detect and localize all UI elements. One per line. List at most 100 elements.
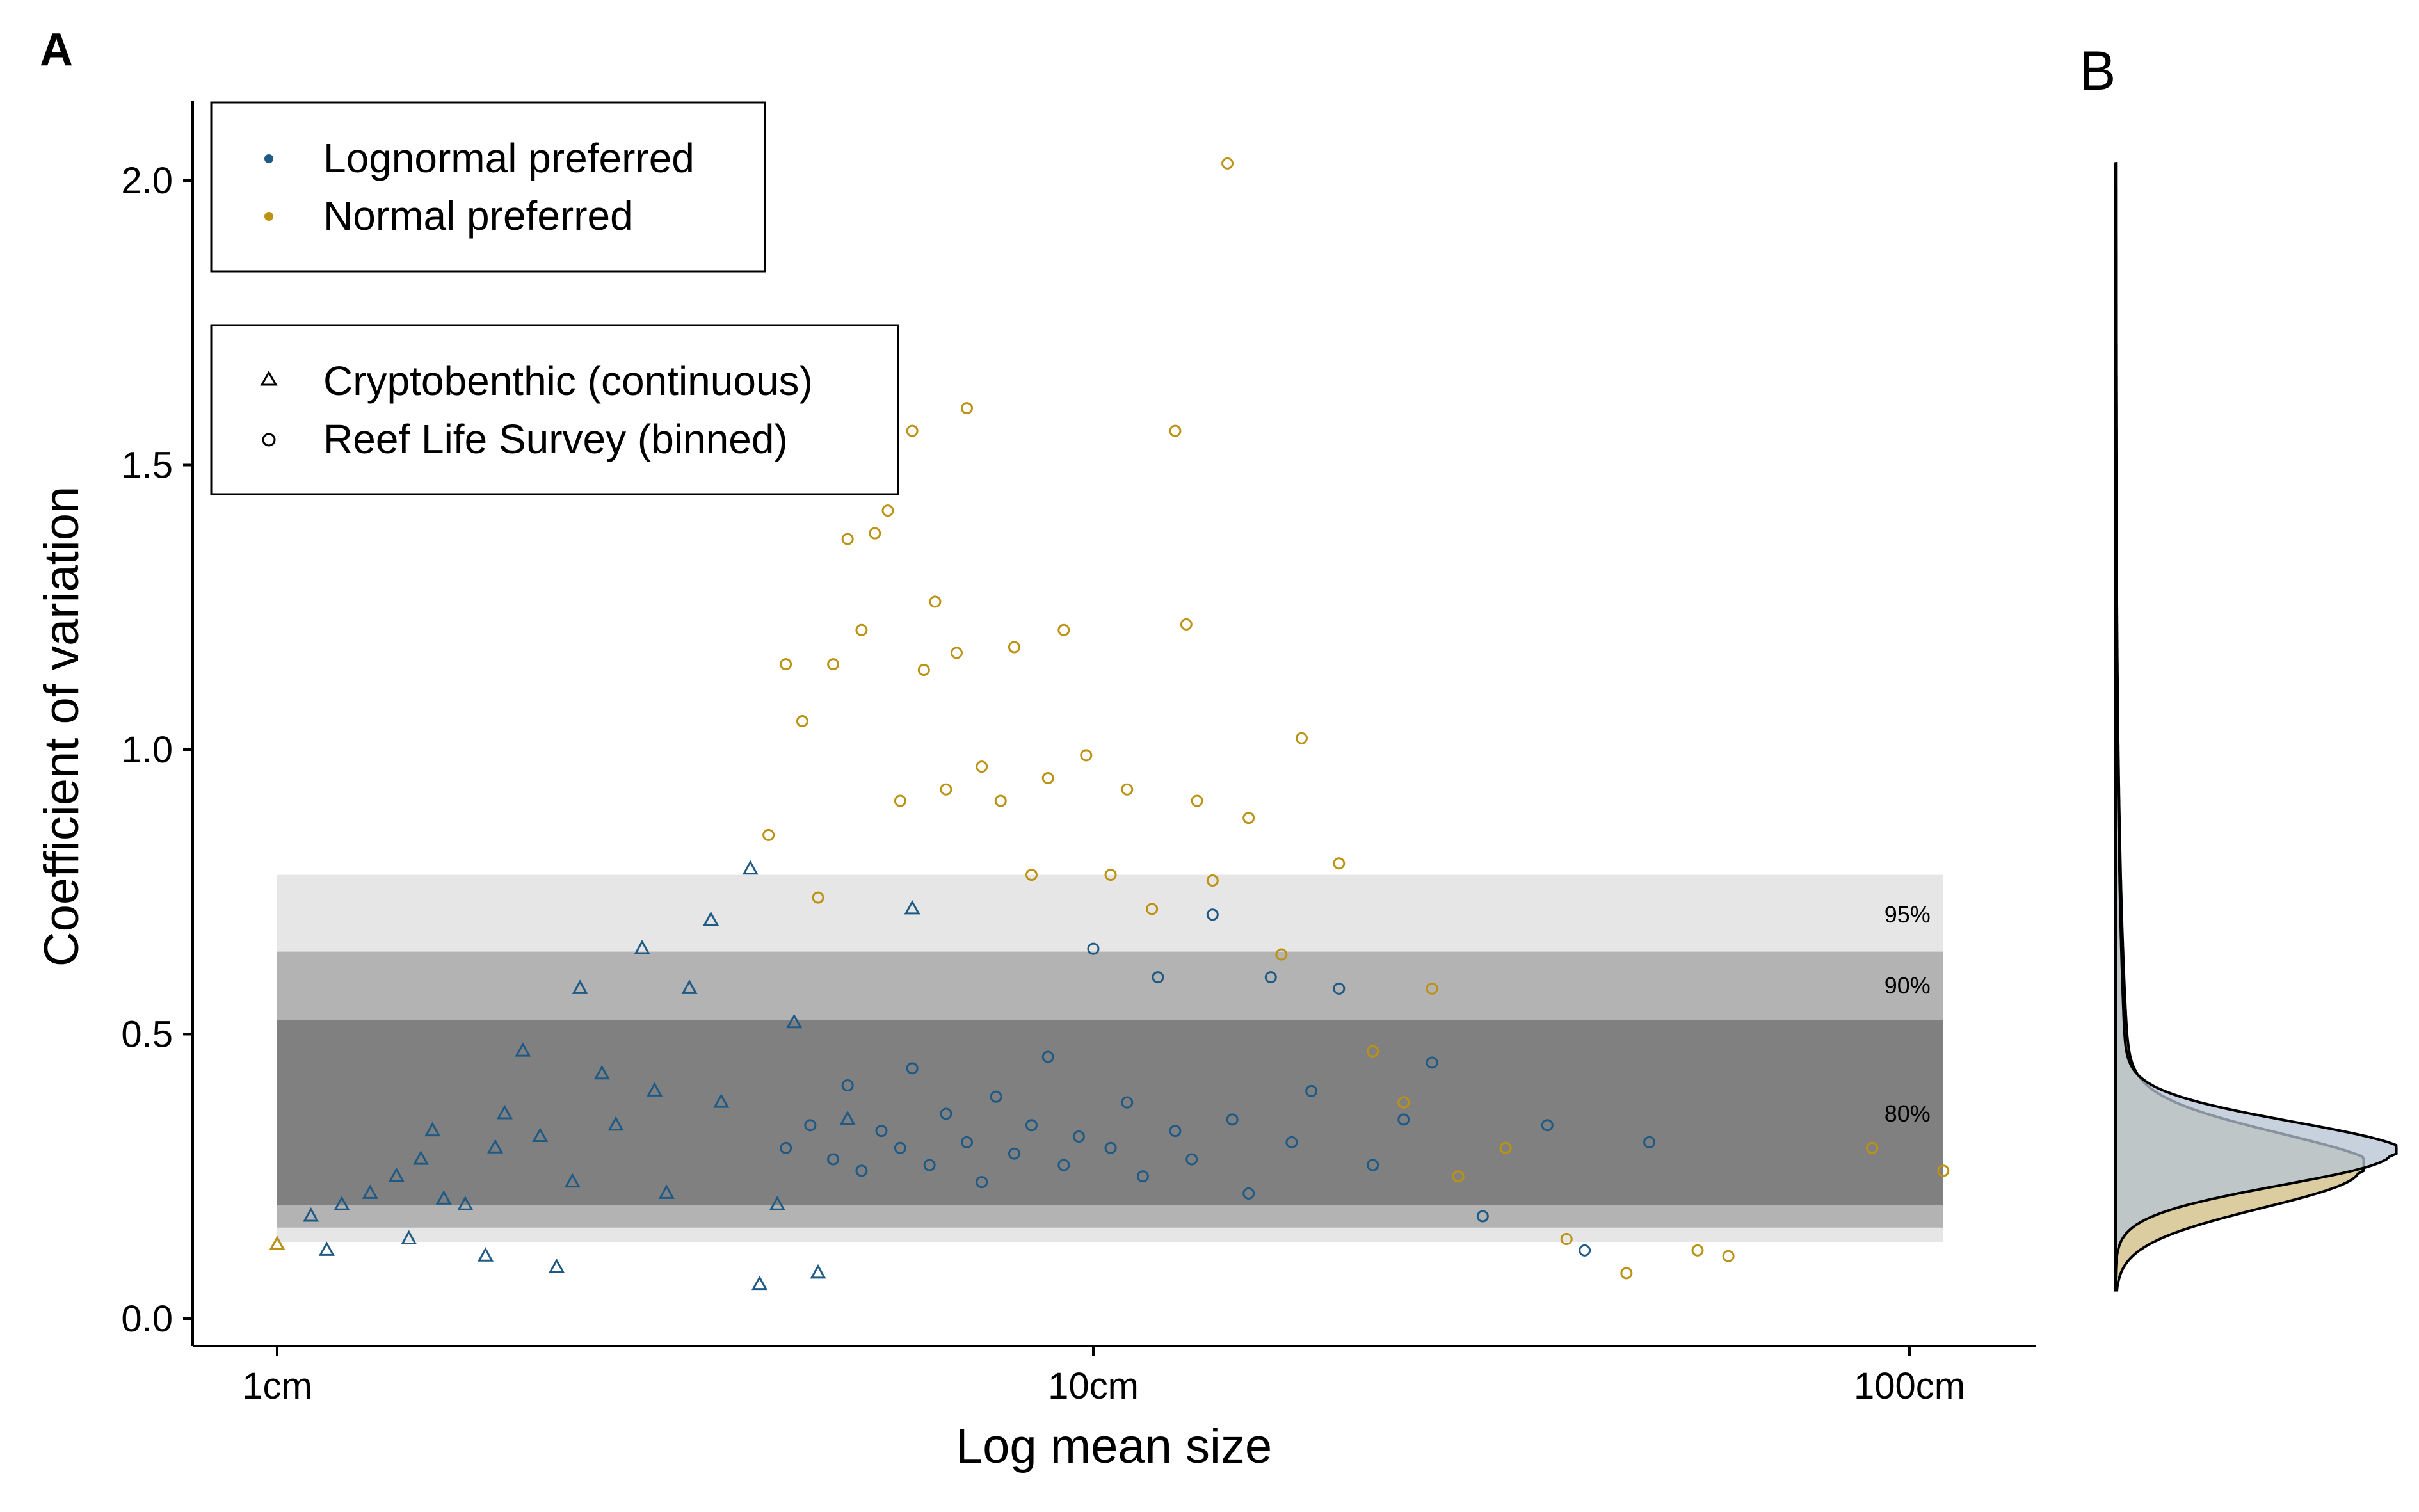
point-circle [1937, 1164, 1950, 1177]
point-circle [929, 595, 942, 608]
point-circle [1152, 971, 1164, 984]
point-triangle [681, 979, 698, 994]
point-triangle [593, 1065, 610, 1080]
legend-label-lognormal: Lognormal preferred [323, 135, 695, 181]
point-circle [780, 1141, 792, 1154]
point-circle [976, 1176, 988, 1189]
point-circle [1643, 1136, 1656, 1148]
point-circle [1620, 1267, 1633, 1280]
point-circle [906, 424, 919, 437]
point-circle [1041, 771, 1054, 784]
point-circle [994, 794, 1007, 807]
point-triangle [647, 1082, 663, 1097]
point-circle [1104, 869, 1117, 881]
point-circle [1206, 908, 1219, 921]
point-circle [1397, 1113, 1410, 1126]
point-circle [906, 1062, 919, 1075]
point-triangle [532, 1127, 549, 1143]
point-circle [1333, 982, 1346, 995]
point-circle [1305, 1084, 1318, 1097]
point-triangle [572, 979, 588, 994]
point-circle [1242, 812, 1255, 824]
point-circle [1866, 1141, 1879, 1154]
point-triangle [564, 1173, 581, 1188]
point-triangle [424, 1122, 441, 1137]
point-circle [1041, 1050, 1054, 1063]
point-triangle [334, 1196, 350, 1210]
point-circle [1080, 749, 1093, 762]
panel-label-a: A [40, 24, 73, 76]
y-tick-label: 0.5 [121, 1014, 173, 1056]
y-tick-label: 1.0 [121, 729, 173, 771]
point-circle [812, 891, 824, 904]
point-circle [1275, 948, 1288, 961]
point-triangle [769, 1196, 785, 1210]
point-circle [1221, 157, 1234, 170]
point-circle [1397, 1096, 1410, 1109]
legend-shape: Cryptobenthic (continuous) Reef Life Sur… [210, 324, 899, 495]
point-triangle [487, 1139, 504, 1154]
point-circle [1072, 1130, 1085, 1143]
point-circle [796, 715, 808, 728]
point-circle [1452, 1170, 1465, 1183]
point-triangle [269, 1235, 285, 1250]
point-triangle [703, 911, 719, 926]
y-tick-label: 1.5 [121, 445, 173, 487]
point-circle [1191, 794, 1203, 807]
legend-triangle-icon [260, 371, 278, 386]
point-triangle [477, 1247, 494, 1262]
point-circle [1180, 618, 1193, 631]
point-circle [1121, 783, 1134, 796]
point-triangle [713, 1093, 730, 1108]
point-triangle [318, 1241, 335, 1256]
x-axis-title: Log mean size [956, 1419, 1272, 1474]
point-circle [780, 658, 792, 671]
legend-shape-box [210, 324, 899, 495]
point-circle [894, 794, 906, 807]
legend-dot-normal [264, 212, 273, 221]
point-circle [1087, 942, 1100, 955]
point-circle [1691, 1244, 1704, 1257]
point-circle [1242, 1187, 1255, 1200]
point-circle [976, 760, 988, 773]
point-circle [1185, 1153, 1198, 1166]
point-triangle [362, 1184, 378, 1199]
point-circle [1104, 1141, 1117, 1154]
point-circle [1541, 1119, 1554, 1132]
point-triangle [496, 1104, 513, 1120]
point-circle [990, 1090, 1002, 1103]
point-circle [1333, 857, 1346, 870]
legend-dot-lognormal [264, 154, 273, 163]
point-circle [1722, 1250, 1735, 1262]
point-circle [1579, 1244, 1591, 1257]
scatter-points [269, 157, 1950, 1291]
y-tick-label: 2.0 [121, 160, 173, 202]
point-circle [1426, 982, 1438, 995]
point-circle [869, 527, 881, 540]
band-label-80pct: 80% [1885, 1100, 1931, 1127]
point-triangle [515, 1042, 531, 1057]
point-circle [1057, 1159, 1070, 1171]
point-triangle [549, 1258, 565, 1273]
point-circle [1367, 1159, 1379, 1171]
point-circle [1367, 1045, 1379, 1058]
point-circle [1057, 623, 1070, 636]
point-circle [1025, 869, 1038, 881]
legend-label-rls: Reef Life Survey (binned) [323, 416, 788, 462]
panel-label-b: B [2079, 40, 2116, 102]
y-ticks: 0.0 0.5 1.0 1.5 2.0 [121, 160, 193, 1340]
point-circle [1499, 1141, 1512, 1154]
point-circle [1121, 1096, 1134, 1109]
point-circle [1226, 1113, 1239, 1126]
band-label-95pct: 95% [1885, 901, 1931, 928]
point-circle [950, 647, 963, 659]
point-triangle [435, 1190, 452, 1205]
point-triangle [904, 899, 920, 915]
point-circle [1008, 641, 1020, 654]
point-triangle [303, 1207, 319, 1222]
point-circle [940, 783, 952, 796]
legend-color-box [210, 101, 766, 273]
point-triangle [658, 1184, 675, 1199]
point-circle [1295, 732, 1308, 744]
point-circle [1146, 903, 1159, 915]
